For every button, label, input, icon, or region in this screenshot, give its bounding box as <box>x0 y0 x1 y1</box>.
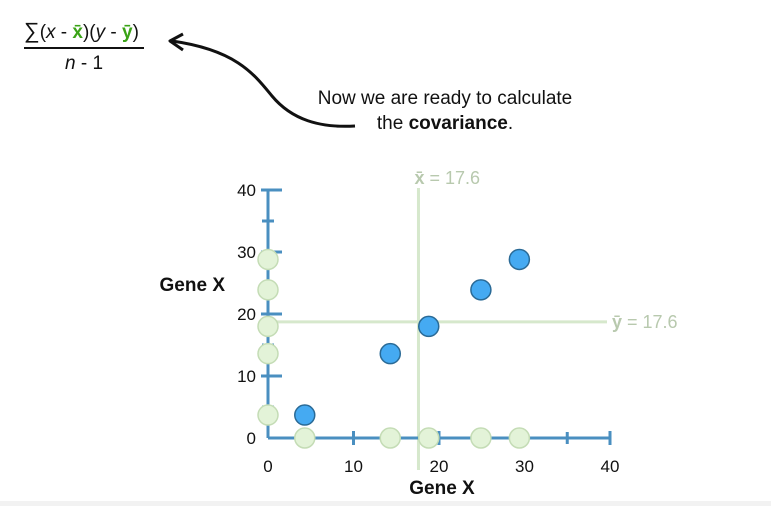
formula-numerator: ∑(x - x̄)(y - ȳ) <box>24 20 150 44</box>
data-point <box>294 404 316 426</box>
x-tick-label: 40 <box>601 457 620 476</box>
x-tick-label: 30 <box>515 457 534 476</box>
callout-bold: covariance <box>408 113 508 134</box>
x-projection-point <box>470 427 492 449</box>
y-projection-point <box>257 404 279 426</box>
y-tick-label: 10 <box>237 367 256 386</box>
x-projection-point <box>417 427 440 449</box>
formula-part: y <box>95 22 106 43</box>
axes <box>261 188 612 445</box>
y-projection-point <box>257 279 279 301</box>
axis-labels: x̄ = 17.6ȳ = 17.60 10 20 30 40010203040Gene … <box>160 168 678 499</box>
x-tick-label: 20 <box>430 457 449 476</box>
y-projection-point <box>257 248 279 271</box>
mean-y-label: ȳ = 17.6 <box>612 312 678 332</box>
mean-x-symbol: x̄ <box>414 168 424 188</box>
y-axis-title: Gene X <box>160 275 226 296</box>
formula-x-mean: x̄ <box>72 22 83 43</box>
mean-y-value: = 17.6 <box>622 312 678 332</box>
data-point <box>470 279 492 301</box>
projections <box>257 248 531 449</box>
y-tick-label: 0 <box>247 429 256 448</box>
mean-x-label: x̄ = 17.6 <box>414 168 480 188</box>
x-axis-title: Gene X <box>409 478 475 499</box>
callout-text: Now we are ready to calculate the covari… <box>290 86 600 136</box>
formula-n: n <box>64 53 76 74</box>
formula-part: ) <box>132 22 139 43</box>
formula-part: - <box>55 22 73 43</box>
fraction-bar <box>24 47 144 49</box>
data-point <box>508 248 531 271</box>
callout-suffix: . <box>507 113 514 134</box>
covariance-formula: ∑(x - x̄)(y - ȳ) n - 1 <box>24 20 150 75</box>
y-tick-label: 30 <box>237 243 256 262</box>
y-tick-label: 20 <box>237 305 256 324</box>
x-projection-point <box>379 427 402 449</box>
formula-part: - <box>105 22 123 43</box>
data-point <box>417 315 440 338</box>
callout-line-2: the covariance. <box>290 111 600 136</box>
mean-x-value: = 17.6 <box>424 168 480 188</box>
formula-denominator: n - 1 <box>24 53 144 75</box>
x-tick-label: 0 <box>263 457 272 476</box>
formula-part: - 1 <box>75 53 104 74</box>
mean-y-symbol: ȳ <box>612 312 622 332</box>
bottom-strip <box>0 501 771 506</box>
arrow-icon <box>168 32 356 128</box>
formula-part: x <box>46 22 56 43</box>
data-points <box>294 248 531 426</box>
y-projection-point <box>257 315 279 338</box>
callout-prefix: the <box>376 113 409 134</box>
x-projection-point <box>294 427 316 449</box>
formula-part: ( <box>39 22 47 43</box>
x-tick-label: 10 <box>344 457 363 476</box>
callout-line-1: Now we are ready to calculate <box>317 88 573 109</box>
formula-part: )( <box>82 22 96 43</box>
x-projection-point <box>508 427 531 449</box>
formula-y-mean: ȳ <box>122 22 133 43</box>
sigma-symbol: ∑ <box>24 18 40 43</box>
y-tick-label: 40 <box>237 181 256 200</box>
y-projection-point <box>257 342 279 365</box>
data-point <box>379 342 402 365</box>
